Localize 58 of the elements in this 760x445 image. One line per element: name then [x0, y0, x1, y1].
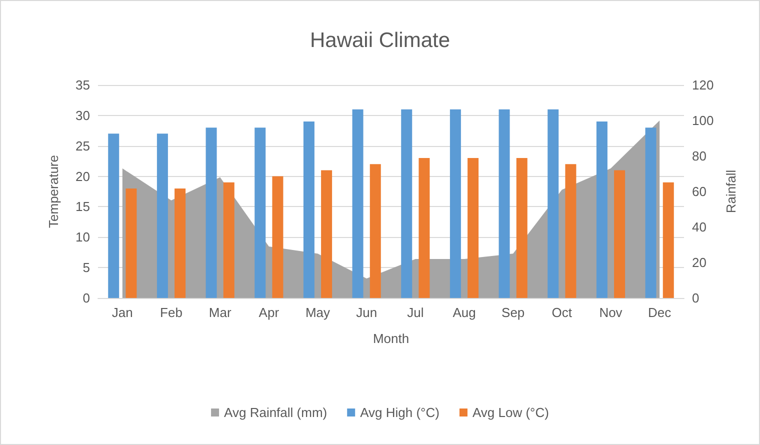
- x-tick-label: Jul: [407, 305, 424, 320]
- bar: [645, 128, 656, 298]
- y-tick-label: 0: [82, 290, 90, 306]
- bar: [223, 182, 234, 298]
- legend-label: Avg Low (°C): [472, 405, 549, 420]
- chart-title: Hawaii Climate: [310, 29, 450, 52]
- bar: [321, 170, 332, 298]
- bar: [206, 128, 217, 298]
- y2-axis-title: Rainfall: [724, 170, 739, 214]
- x-tick-label: Dec: [648, 305, 672, 320]
- x-tick-label: Mar: [208, 305, 232, 320]
- y2-tick-label: 100: [692, 113, 714, 128]
- x-tick-label: Aug: [452, 305, 476, 320]
- bar: [614, 170, 626, 298]
- bar: [498, 109, 510, 298]
- y-axis-title: Temperature: [46, 155, 61, 228]
- y2-tick-label: 60: [692, 184, 706, 199]
- x-tick-label: Jun: [356, 305, 378, 320]
- y2-tick-label: 0: [692, 290, 700, 306]
- y-tick-label: 15: [76, 199, 90, 214]
- bar: [468, 158, 479, 298]
- x-axis-title: Month: [372, 331, 410, 346]
- x-tick-label: May: [305, 305, 331, 320]
- x-tick-label: Jan: [112, 305, 133, 320]
- y-tick-label: 25: [76, 138, 90, 154]
- y-tick-label: 30: [76, 108, 90, 123]
- bar: [516, 158, 528, 298]
- legend-label: Avg High (°C): [360, 405, 440, 420]
- x-tick-label: Apr: [258, 305, 280, 320]
- y2-tick-label: 40: [692, 220, 706, 234]
- y-tick-label: 35: [76, 78, 90, 92]
- bar: [418, 158, 430, 298]
- x-tick-label: Oct: [552, 305, 572, 320]
- y2-tick-label: 20: [692, 255, 706, 270]
- bar: [565, 164, 576, 298]
- y2-tick-label: 80: [692, 148, 706, 164]
- y2-tick-label: 120: [692, 78, 714, 92]
- bar: [548, 109, 559, 298]
- bar: [370, 164, 381, 298]
- bar: [662, 182, 674, 298]
- bar: [352, 109, 364, 298]
- bar: [450, 109, 461, 298]
- bar: [126, 188, 137, 298]
- bar: [174, 188, 186, 298]
- bar: [272, 176, 284, 298]
- bar: [596, 122, 608, 298]
- x-tick-label: Nov: [599, 305, 623, 320]
- x-tick-label: Sep: [502, 305, 525, 320]
- bar: [108, 134, 120, 298]
- y-tick-label: 5: [82, 260, 90, 276]
- legend-label: Avg Rainfall (mm): [224, 405, 328, 420]
- bar: [254, 128, 266, 298]
- x-tick-label: Feb: [160, 305, 182, 320]
- bar: [303, 122, 314, 298]
- bar: [156, 134, 168, 298]
- y-tick-label: 10: [76, 230, 90, 245]
- y-tick-label: 20: [76, 168, 90, 184]
- bar: [401, 109, 412, 298]
